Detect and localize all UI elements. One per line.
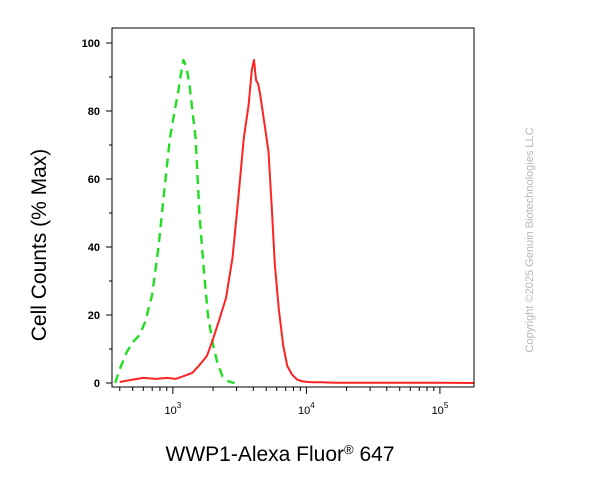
x-tick-base: 10 xyxy=(432,405,444,417)
x-axis-ticks xyxy=(119,387,441,394)
y-tick-label: 60 xyxy=(88,174,100,186)
x-tick-label: 105 xyxy=(432,401,449,417)
copyright-watermark: Copyright ©2025 Genuin Biotechnologies L… xyxy=(524,127,536,353)
x-tick-base: 10 xyxy=(165,405,177,417)
x-tick-label: 104 xyxy=(298,401,315,417)
x-tick-labels: 103 104 105 xyxy=(165,401,449,417)
y-tick-label: 40 xyxy=(88,242,100,254)
x-tick-exponent: 5 xyxy=(444,401,449,410)
x-axis-title-suffix: 647 xyxy=(353,443,395,466)
y-tick-label: 80 xyxy=(88,106,100,118)
plot-frame xyxy=(111,27,475,388)
x-tick-base: 10 xyxy=(298,405,310,417)
x-tick-label: 103 xyxy=(165,401,182,417)
x-axis-title: WWP1-Alexa Fluor® 647 xyxy=(166,442,395,467)
x-axis-title-main: WWP1-Alexa Fluor xyxy=(165,443,345,466)
x-axis-title-mark: ® xyxy=(344,442,354,457)
y-axis-title: Cell Counts (% Max) xyxy=(28,148,51,342)
series-line-control xyxy=(114,58,235,385)
x-tick-exponent: 3 xyxy=(177,401,182,410)
y-tick-labels: 0 20 40 60 80 100 xyxy=(82,38,100,390)
y-tick-label: 20 xyxy=(88,310,100,322)
y-axis-ticks xyxy=(106,42,112,384)
x-tick-exponent: 4 xyxy=(310,401,315,410)
series-line-sample xyxy=(119,59,475,384)
y-tick-label: 100 xyxy=(82,38,100,50)
y-tick-label: 0 xyxy=(94,378,100,390)
series-layer xyxy=(114,58,475,385)
